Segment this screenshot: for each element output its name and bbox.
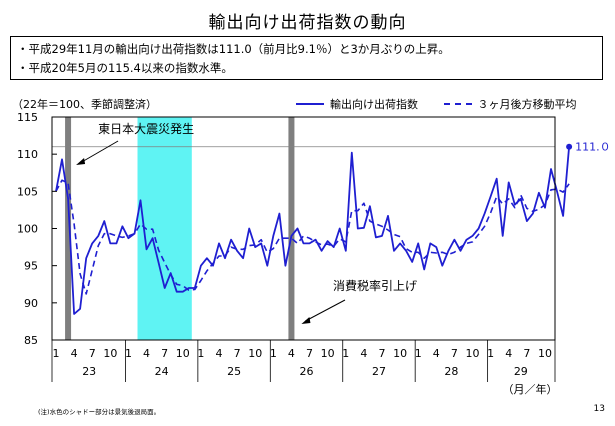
x-tick-label: 7 bbox=[451, 347, 458, 360]
x-tick-label: 7 bbox=[523, 347, 530, 360]
x-tick-label: 10 bbox=[176, 347, 190, 360]
year-label: 29 bbox=[514, 365, 528, 378]
x-tick-label: 7 bbox=[378, 347, 385, 360]
annotation-tax-hike: 消費税率引上げ bbox=[333, 278, 417, 293]
year-label: 27 bbox=[372, 365, 386, 378]
year-label: 25 bbox=[227, 365, 241, 378]
y-tick-label: 105 bbox=[17, 185, 38, 198]
x-tick-label: 4 bbox=[143, 347, 150, 360]
legend-swatch-dashed bbox=[443, 103, 472, 105]
event-bar-2 bbox=[288, 117, 295, 340]
year-label: 24 bbox=[155, 365, 169, 378]
x-tick-label: 1 bbox=[53, 347, 60, 360]
legend-item-export-index: 輸出向け出荷指数 bbox=[296, 96, 418, 112]
x-tick-label: 4 bbox=[505, 347, 512, 360]
x-tick-label: 1 bbox=[342, 347, 349, 360]
series-layer: 111.０ bbox=[55, 141, 611, 315]
x-tick-label: 4 bbox=[71, 347, 78, 360]
series-line-1 bbox=[55, 146, 570, 315]
x-tick-label: 10 bbox=[321, 347, 335, 360]
x-tick-label: 1 bbox=[415, 347, 422, 360]
legend-swatch-solid bbox=[296, 103, 324, 105]
x-tick-label: 7 bbox=[306, 347, 313, 360]
last-point-marker bbox=[566, 143, 573, 150]
annotation-earthquake-arrowhead bbox=[76, 158, 86, 165]
last-point-label: 111.０ bbox=[575, 141, 611, 154]
year-label: 23 bbox=[82, 365, 96, 378]
x-tick-label: 4 bbox=[360, 347, 367, 360]
annotation-tax-hike-arrowhead bbox=[301, 317, 311, 324]
year-label: 28 bbox=[444, 365, 458, 378]
year-label: 26 bbox=[300, 365, 314, 378]
chart-legend: 輸出向け出荷指数 ３ヶ月後方移動平均 bbox=[296, 95, 599, 112]
annotation-earthquake-arrow bbox=[79, 140, 119, 164]
x-tick-label: 4 bbox=[215, 347, 222, 360]
x-tick-label: 10 bbox=[248, 347, 262, 360]
x-tick-label: 4 bbox=[288, 347, 295, 360]
y-tick-label: 115 bbox=[17, 111, 38, 124]
x-tick-label: 10 bbox=[538, 347, 552, 360]
x-tick-label: 1 bbox=[487, 347, 494, 360]
series-line-2 bbox=[55, 179, 570, 295]
event-bar-1 bbox=[65, 117, 72, 340]
x-tick-label: 7 bbox=[161, 347, 168, 360]
event-bars-layer bbox=[65, 117, 295, 340]
x-tick-label: 10 bbox=[103, 347, 117, 360]
x-tick-label: 7 bbox=[234, 347, 241, 360]
x-tick-label: 1 bbox=[125, 347, 132, 360]
page-number: 13 bbox=[593, 404, 605, 414]
x-tick-label: 10 bbox=[393, 347, 407, 360]
y-tick-label: 95 bbox=[24, 260, 38, 273]
summary-line-1: ・平成29年11月の輸出向け出荷指数は111.0（前月比9.1％）と3か月ぶりの… bbox=[17, 42, 450, 56]
annotation-tax-hike-arrow bbox=[305, 299, 346, 322]
annotation-earthquake: 東日本大震災発生 bbox=[98, 122, 194, 136]
summary-box: ・平成29年11月の輸出向け出荷指数は111.0（前月比9.1％）と3か月ぶりの… bbox=[10, 36, 603, 80]
x-tick-label: 1 bbox=[270, 347, 277, 360]
y-tick-label: 90 bbox=[24, 297, 38, 310]
legend-item-moving-average: ３ヶ月後方移動平均 bbox=[443, 96, 577, 112]
legend-label-export-index: 輸出向け出荷指数 bbox=[330, 98, 418, 111]
summary-line-2: ・平成20年5月の115.4以来の指数水準。 bbox=[17, 61, 233, 75]
x-tick-label: 4 bbox=[433, 347, 440, 360]
x-tick-label: 7 bbox=[89, 347, 96, 360]
y-tick-label: 110 bbox=[17, 148, 38, 161]
y-tick-label: 100 bbox=[17, 223, 38, 236]
page-title: 輸出向け出荷指数の動向 bbox=[208, 13, 407, 33]
y-tick-label: 85 bbox=[24, 334, 38, 347]
footnote: (注)水色のシャドー部分は景気後退局面。 bbox=[38, 408, 161, 416]
x-tick-label: 10 bbox=[466, 347, 480, 360]
x-axis-label: （月／年） bbox=[503, 382, 558, 396]
legend-label-moving-average: ３ヶ月後方移動平均 bbox=[477, 98, 577, 111]
unit-note: （22年＝100、季節調整済） bbox=[12, 98, 157, 111]
x-tick-label: 1 bbox=[197, 347, 204, 360]
